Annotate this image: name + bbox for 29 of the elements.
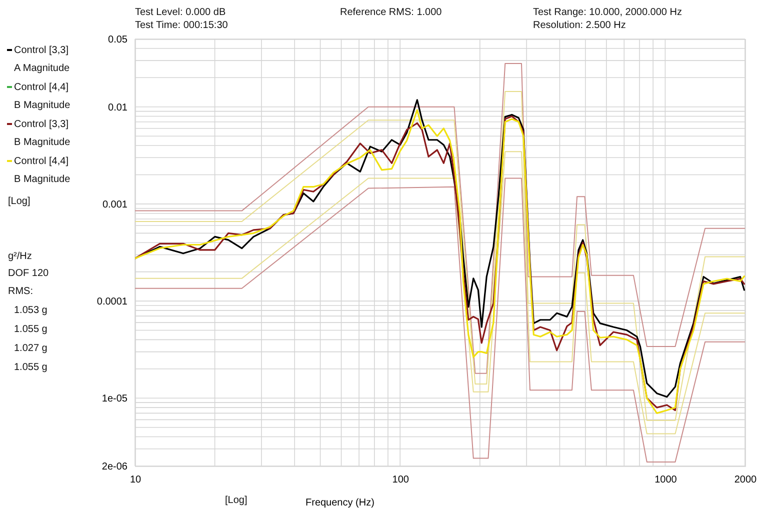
y-tick-label: 2e-06	[102, 462, 128, 472]
text: 1.055 g	[14, 324, 48, 335]
legend-label: Control [3,3] B Magnitude	[14, 119, 71, 148]
x-tick-label: 10	[130, 474, 142, 486]
text: 1.027 g	[14, 343, 48, 354]
text: [Log]	[8, 196, 30, 207]
y-tick-label: 0.05	[108, 34, 128, 46]
legend-label: Control [3,3] A Magnitude	[14, 45, 70, 74]
text: Reference RMS: 1.000	[340, 7, 442, 18]
x-tick-label: 1000	[654, 474, 678, 486]
text: 1.055 g	[14, 362, 48, 373]
text: 1.053 g	[14, 305, 48, 316]
text: Test Time: 000:15:30	[135, 20, 228, 31]
legend-label: Control [4,4] B Magnitude	[14, 82, 71, 111]
text: DOF 120	[8, 268, 50, 279]
legend-label: Control [4,4] B Magnitude	[14, 156, 71, 185]
text: RMS:	[8, 286, 33, 297]
x-tick-label: 2000	[734, 474, 758, 486]
text: Test Range: 10.000, 2000.000 Hz	[533, 7, 682, 18]
x-axis-title: Frequency (Hz)	[306, 498, 374, 508]
x-tick-label: 100	[392, 474, 410, 486]
y-tick-label: 0.01	[108, 102, 128, 114]
text: Test Level: 0.000 dB	[135, 7, 226, 18]
y-tick-label: 1e-05	[102, 394, 128, 405]
text: [Log]	[225, 495, 248, 506]
y-tick-label: 0.001	[102, 199, 128, 210]
y-tick-label: 0.0001	[96, 296, 128, 308]
text: g²/Hz	[8, 251, 32, 262]
text: Resolution: 2.500 Hz	[533, 20, 626, 31]
